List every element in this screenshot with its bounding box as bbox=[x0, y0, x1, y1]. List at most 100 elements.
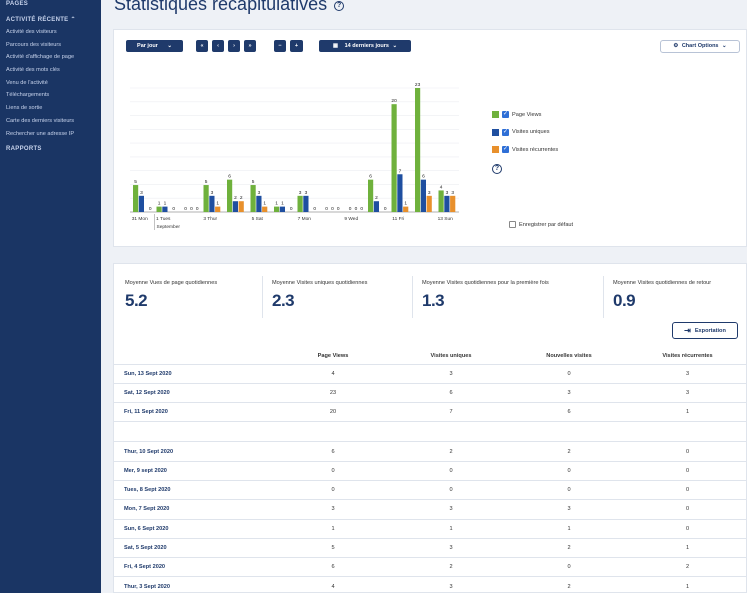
date-cell[interactable]: Sun, 13 Sept 2020 bbox=[114, 364, 274, 384]
sidebar-item-downloads[interactable]: Téléchargements bbox=[6, 92, 50, 99]
checkbox-checked-icon[interactable]: ✓ bbox=[502, 111, 509, 119]
bar-page-views[interactable] bbox=[156, 206, 162, 212]
zoom-out-button[interactable]: − bbox=[274, 40, 286, 52]
column-header-returning-visits[interactable]: Visites récurrentes bbox=[628, 348, 747, 365]
bar-page-views[interactable] bbox=[203, 185, 209, 212]
date-range-select[interactable]: ▦ 14 derniers jours ⌄ bbox=[319, 40, 411, 52]
bar-visites-r-currentes[interactable] bbox=[238, 201, 244, 212]
column-header-page-views[interactable]: Page Views bbox=[274, 348, 392, 365]
bar-visites-uniques[interactable] bbox=[444, 195, 450, 212]
bar-visites-uniques[interactable] bbox=[303, 195, 309, 212]
data-label: 0 bbox=[384, 206, 387, 212]
chart-options-button[interactable]: ⚙ Chart Options ⌄ bbox=[660, 40, 740, 53]
legend-item-returning-visits[interactable]: ✓ Visites récurrentes bbox=[492, 141, 558, 159]
period-select[interactable]: Par jour ⌄ bbox=[126, 40, 183, 52]
bar-visites-uniques[interactable] bbox=[279, 206, 285, 212]
bar-page-views[interactable] bbox=[391, 104, 397, 212]
sidebar-item-keyword-activity[interactable]: Activité des mots clés bbox=[6, 67, 60, 74]
next-button[interactable]: › bbox=[228, 40, 240, 52]
value-cell: 2 bbox=[510, 441, 628, 462]
date-cell[interactable]: Sat, 5 Sept 2020 bbox=[114, 538, 274, 559]
table-row[interactable]: Fri, 4 Sept 2020 6 2 0 2 bbox=[114, 557, 747, 578]
bar-visites-r-currentes[interactable] bbox=[426, 195, 432, 212]
help-icon[interactable]: ? bbox=[492, 164, 502, 174]
data-label: 0 bbox=[360, 206, 363, 212]
sidebar-section-pages[interactable]: PAGES bbox=[6, 1, 29, 7]
date-cell[interactable]: Tues, 8 Sept 2020 bbox=[114, 480, 274, 501]
kpi-avg-first-visits: Moyenne Visites quotidiennes pour la pre… bbox=[422, 280, 549, 320]
table-row[interactable]: Mer, 9 sept 2020 0 0 0 0 bbox=[114, 461, 747, 481]
checkbox-empty-icon[interactable] bbox=[509, 221, 516, 228]
bar-visites-uniques[interactable] bbox=[420, 179, 426, 212]
stats-panel: Moyenne Vues de page quotidiennes 5.2 Mo… bbox=[113, 263, 747, 593]
date-cell[interactable]: Thur, 3 Sept 2020 bbox=[114, 576, 274, 593]
bar-visites-uniques[interactable] bbox=[162, 206, 168, 212]
date-cell[interactable]: Thur, 10 Sept 2020 bbox=[114, 441, 274, 462]
bar-page-views[interactable] bbox=[438, 190, 444, 212]
legend-label: Page Views bbox=[512, 111, 542, 118]
bar-visites-uniques[interactable] bbox=[373, 201, 379, 212]
date-cell[interactable]: Mon, 7 Sept 2020 bbox=[114, 499, 274, 520]
legend-swatch bbox=[492, 128, 499, 136]
first-page-button[interactable]: « bbox=[196, 40, 208, 52]
zoom-in-button[interactable]: + bbox=[290, 40, 303, 52]
chevron-down-icon: ⌄ bbox=[722, 43, 727, 49]
table-row[interactable]: Sat, 5 Sept 2020 5 3 2 1 bbox=[114, 538, 747, 559]
table-row[interactable]: Thur, 3 Sept 2020 4 3 2 1 bbox=[114, 576, 747, 593]
period-select-label: Par jour bbox=[137, 43, 158, 49]
bar-page-views[interactable] bbox=[368, 179, 374, 212]
bar-page-views[interactable] bbox=[297, 195, 303, 212]
bar-visites-r-currentes[interactable] bbox=[403, 206, 409, 212]
export-button[interactable]: ⇥ Exportation bbox=[672, 322, 738, 339]
date-cell[interactable]: Fri, 11 Sept 2020 bbox=[114, 402, 274, 423]
column-header-new-visits[interactable]: Nouvelles visites bbox=[510, 348, 628, 365]
sidebar-item-exit-links[interactable]: Liens de sortie bbox=[6, 105, 43, 112]
export-label: Exportation bbox=[694, 327, 726, 334]
sidebar-item-visitor-map[interactable]: Carte des derniers visiteurs bbox=[6, 117, 75, 124]
table-row[interactable]: Thur, 10 Sept 2020 6 2 2 0 bbox=[114, 441, 747, 462]
prev-button[interactable]: ‹ bbox=[212, 40, 224, 52]
bar-page-views[interactable] bbox=[227, 179, 233, 212]
kpi-value: 0.9 bbox=[613, 291, 636, 310]
bar-visites-uniques[interactable] bbox=[209, 195, 215, 212]
checkbox-checked-icon[interactable]: ✓ bbox=[502, 146, 509, 154]
table-row[interactable]: Tues, 8 Sept 2020 0 0 0 0 bbox=[114, 480, 747, 501]
kpi-value: 1.3 bbox=[422, 291, 445, 310]
table-row[interactable]: Sun, 13 Sept 2020 4 3 0 3 bbox=[114, 364, 747, 384]
last-page-button[interactable]: » bbox=[244, 40, 256, 52]
bar-page-views[interactable] bbox=[415, 88, 421, 212]
sidebar-item-referrer-activity[interactable]: Venu de l'activité bbox=[6, 79, 48, 86]
value-cell: 0 bbox=[274, 461, 392, 481]
table-row[interactable]: Sat, 12 Sept 2020 23 6 3 3 bbox=[114, 383, 747, 404]
date-cell[interactable]: Mer, 9 sept 2020 bbox=[114, 461, 274, 481]
bar-visites-r-currentes[interactable] bbox=[215, 206, 221, 212]
checkbox-checked-icon[interactable]: ✓ bbox=[502, 128, 509, 136]
sidebar-item-ip-lookup[interactable]: Rechercher une adresse IP bbox=[6, 130, 75, 137]
table-row[interactable]: Mon, 7 Sept 2020 3 3 3 0 bbox=[114, 499, 747, 520]
table-row[interactable]: Sun, 6 Sept 2020 1 1 1 0 bbox=[114, 519, 747, 539]
help-icon[interactable]: ? bbox=[334, 1, 345, 11]
bar-page-views[interactable] bbox=[133, 185, 139, 212]
legend-item-unique-visits[interactable]: ✓ Visites uniques bbox=[492, 124, 558, 142]
column-header-unique-visits[interactable]: Visites uniques bbox=[392, 348, 510, 365]
legend-item-page-views[interactable]: ✓ Page Views bbox=[492, 106, 558, 124]
date-cell[interactable]: Fri, 4 Sept 2020 bbox=[114, 557, 274, 578]
sidebar-section-recent[interactable]: ACTIVITÉ RÉCENTE ⌃ bbox=[0, 14, 101, 26]
table-row[interactable]: Fri, 11 Sept 2020 20 7 6 1 bbox=[114, 402, 747, 423]
date-cell[interactable]: Sat, 12 Sept 2020 bbox=[114, 383, 274, 404]
bar-page-views[interactable] bbox=[274, 206, 280, 212]
sidebar-item-visitor-activity[interactable]: Activité des visiteurs bbox=[6, 29, 57, 35]
bar-visites-uniques[interactable] bbox=[256, 195, 262, 212]
sidebar-item-pageview-activity[interactable]: Activité d'affichage de page bbox=[6, 54, 75, 61]
bar-page-views[interactable] bbox=[250, 185, 256, 212]
bar-visites-uniques[interactable] bbox=[232, 201, 238, 212]
sidebar-item-visitor-paths[interactable]: Parcours des visiteurs bbox=[6, 41, 62, 48]
date-cell[interactable]: Sun, 6 Sept 2020 bbox=[114, 519, 274, 539]
bar-visites-r-currentes[interactable] bbox=[450, 195, 456, 212]
bar-visites-uniques[interactable] bbox=[138, 195, 144, 212]
data-label: 3 bbox=[305, 190, 308, 196]
save-default-checkbox[interactable]: Enregistrer par défaut bbox=[509, 221, 573, 228]
bar-visites-uniques[interactable] bbox=[397, 174, 403, 212]
sidebar-section-reports[interactable]: RAPPORTS bbox=[6, 146, 42, 153]
bar-visites-r-currentes[interactable] bbox=[262, 206, 268, 212]
